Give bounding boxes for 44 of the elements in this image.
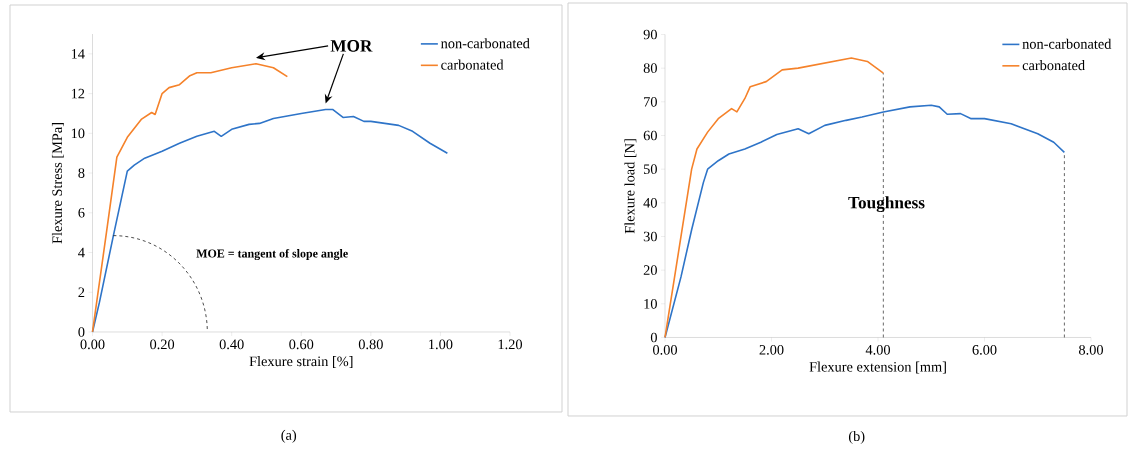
- y-tick-label: 50: [643, 164, 657, 174]
- legend-label: carbonated: [1022, 60, 1085, 71]
- x-tick-label: 0.80: [358, 339, 383, 350]
- y-tick-label: 20: [643, 265, 657, 275]
- x-tick-label: 0.40: [219, 339, 244, 350]
- x-axis-title: Flexure extension [mm]: [809, 361, 946, 374]
- x-axis-title: Flexure strain [%]: [249, 356, 353, 368]
- y-tick-label: 80: [643, 63, 657, 73]
- x-tick-label: 1.20: [498, 339, 523, 350]
- y-axis-title: Flexure load [N]: [624, 139, 637, 234]
- y-tick-label: 0: [78, 327, 85, 337]
- legend-label: carbonated: [441, 59, 504, 70]
- y-tick-label: 40: [643, 197, 657, 208]
- y-tick-label: 90: [643, 29, 657, 40]
- y-tick-label: 14: [71, 49, 85, 59]
- y-tick-label: 12: [71, 88, 85, 99]
- annotation: MOE = tangent of slope angle: [196, 248, 348, 261]
- line-series: [91, 62, 289, 333]
- x-tick-label: 0.00: [653, 345, 678, 355]
- annotation: Toughness: [848, 196, 925, 213]
- y-tick-label: 70: [644, 96, 657, 107]
- x-tick-label: 0.00: [80, 339, 105, 350]
- text: (a): [281, 429, 297, 443]
- y-tick-label: 30: [643, 231, 657, 242]
- text: (b): [848, 430, 865, 444]
- x-tick-label: 1.00: [429, 339, 453, 350]
- x-tick-label: 6.00: [972, 345, 997, 355]
- y-tick-label: 4: [78, 247, 85, 258]
- y-tick-label: 2: [78, 287, 85, 297]
- y-tick-label: 60: [643, 130, 657, 141]
- y-tick-label: 8: [78, 168, 85, 178]
- annotation: MOR: [330, 40, 373, 52]
- legend-label: non-carbonated: [440, 38, 530, 49]
- legend-label: non-carbonated: [1022, 38, 1112, 49]
- x-tick-label: 2.00: [759, 345, 784, 355]
- x-tick-label: 0.20: [150, 339, 175, 350]
- y-tick-label: 10: [71, 128, 85, 139]
- y-tick-label: 10: [644, 298, 657, 309]
- x-tick-label: 8.00: [1079, 345, 1104, 355]
- y-axis-title: Flexure Stress [MPa]: [51, 123, 64, 244]
- y-tick-label: 6: [78, 207, 85, 218]
- y-tick-label: 0: [650, 332, 657, 343]
- x-tick-label: 4.00: [865, 345, 891, 355]
- x-tick-label: 0.60: [289, 339, 314, 350]
